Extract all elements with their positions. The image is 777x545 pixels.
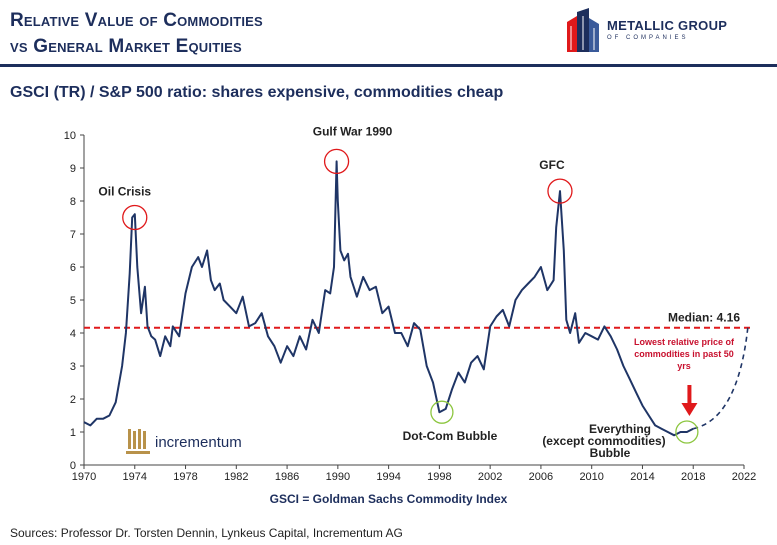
median-label: Median: 4.16 bbox=[668, 311, 740, 325]
x-tick-label: 1998 bbox=[427, 471, 451, 483]
y-tick-label: 7 bbox=[70, 229, 76, 241]
y-tick-label: 4 bbox=[70, 328, 76, 340]
incrementum-logo-base bbox=[126, 451, 150, 454]
projection-dashed-curve bbox=[693, 327, 749, 430]
x-tick-label: 1990 bbox=[326, 471, 350, 483]
metallic-group-logo: METALLIC GROUP OF COMPANIES bbox=[563, 8, 773, 52]
everything-label-line2: (except commodities) bbox=[542, 434, 665, 448]
y-tick-label: 1 bbox=[70, 427, 76, 439]
page-title: Relative Value of Commodities vs General… bbox=[10, 8, 263, 60]
x-tick-label: 1970 bbox=[72, 471, 96, 483]
highlight-circle bbox=[547, 178, 573, 204]
x-tick-label: 1986 bbox=[275, 471, 299, 483]
highlight-circle bbox=[675, 420, 699, 444]
header-divider bbox=[0, 64, 777, 67]
everything-label-line3: Bubble bbox=[590, 446, 631, 460]
low-note-line: Lowest relative price of bbox=[634, 337, 735, 347]
y-tick-label: 2 bbox=[70, 394, 76, 406]
x-tick-label: 2022 bbox=[732, 471, 756, 483]
logo-subtext: OF COMPANIES bbox=[607, 35, 689, 41]
x-tick-label: 2006 bbox=[529, 471, 553, 483]
highlight-circle bbox=[323, 148, 350, 175]
low-note-line: commodities in past 50 bbox=[634, 349, 734, 359]
incrementum-logo-bar bbox=[143, 431, 146, 449]
y-tick-label: 0 bbox=[70, 460, 76, 472]
building-icon bbox=[567, 8, 599, 52]
highlight-label: Gulf War 1990 bbox=[313, 124, 393, 138]
incrementum-logo-bar bbox=[133, 431, 136, 449]
highlight-circle bbox=[430, 400, 454, 424]
ratio-line-chart: 0 1 2 3 4 5 6 7 8 9 10 1970 1974 1978 1982 1986 1990 1994… bbox=[64, 124, 756, 483]
gsci-footnote: GSCI = Goldman Sachs Commodity Index bbox=[269, 492, 508, 506]
down-arrow-icon bbox=[681, 403, 698, 416]
y-tick-label: 8 bbox=[70, 196, 76, 208]
y-tick-label: 3 bbox=[70, 361, 76, 373]
x-tick-label: 2010 bbox=[579, 471, 603, 483]
chart-subtitle: GSCI (TR) / S&P 500 ratio: shares expens… bbox=[10, 84, 504, 101]
incrementum-watermark-text: incrementum bbox=[155, 434, 242, 451]
title-line-2: vs General Market Equities bbox=[10, 36, 242, 57]
incrementum-logo-bar bbox=[138, 429, 141, 449]
incrementum-logo-bar bbox=[128, 429, 131, 449]
y-tick-label: 10 bbox=[64, 130, 76, 142]
highlight-label: GFC bbox=[539, 158, 565, 172]
title-line-1: Relative Value of Commodities bbox=[10, 10, 263, 31]
x-tick-label: 1974 bbox=[123, 471, 147, 483]
x-tick-label: 1994 bbox=[376, 471, 400, 483]
highlight-circle bbox=[122, 204, 148, 231]
highlight-label: Oil Crisis bbox=[98, 185, 151, 199]
logo-text: METALLIC GROUP bbox=[607, 18, 728, 33]
series-line bbox=[83, 160, 694, 437]
y-tick-label: 5 bbox=[70, 295, 76, 307]
x-tick-label: 2014 bbox=[630, 471, 654, 483]
y-tick-label: 9 bbox=[70, 163, 76, 175]
everything-label-line1: Everything bbox=[589, 422, 651, 436]
x-tick-label: 2018 bbox=[681, 471, 705, 483]
y-tick-label: 6 bbox=[70, 262, 76, 274]
x-tick-label: 1978 bbox=[173, 471, 197, 483]
highlight-label: Dot-Com Bubble bbox=[403, 429, 498, 443]
x-tick-label: 1982 bbox=[224, 471, 248, 483]
sources-line: Sources: Professor Dr. Torsten Dennin, L… bbox=[10, 526, 403, 540]
x-tick-label: 2002 bbox=[478, 471, 502, 483]
low-note-line: yrs bbox=[677, 361, 691, 371]
